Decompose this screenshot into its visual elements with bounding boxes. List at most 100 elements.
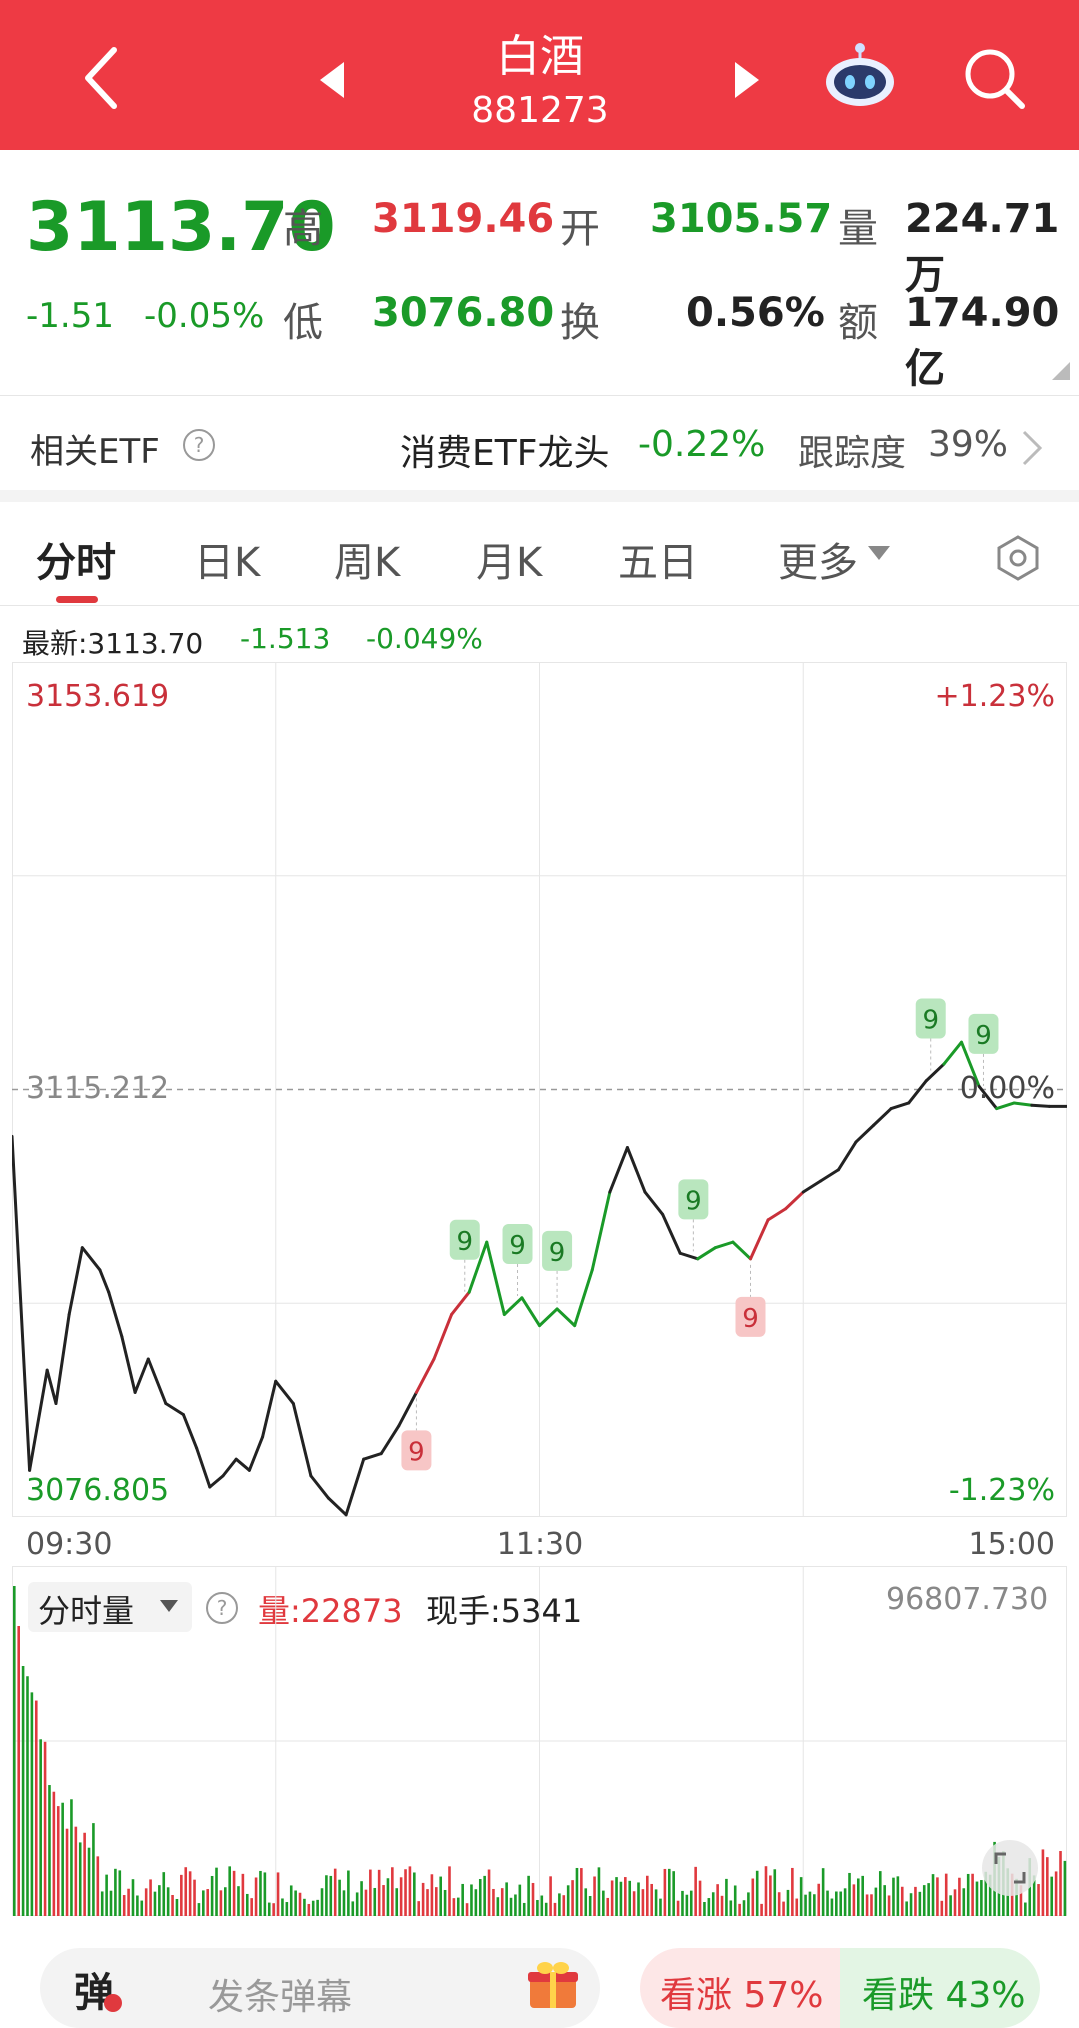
back-arrow-icon[interactable] (78, 42, 128, 112)
price-line-segment (731, 1240, 752, 1261)
volume-bar (988, 1874, 992, 1916)
volume-bar (316, 1899, 319, 1916)
expand-corner-icon[interactable] (1052, 362, 1070, 380)
tab-daily-k[interactable]: 日K (194, 540, 261, 586)
volume-bar (245, 1893, 249, 1916)
volume-bar (733, 1885, 737, 1916)
volume-bar (1041, 1849, 1045, 1916)
y-mid-label: 3115.212 (26, 1071, 169, 1106)
volume-bar (470, 1884, 473, 1916)
volume-bar (769, 1875, 772, 1916)
volume-bar (48, 1785, 51, 1916)
volume-bar (1037, 1884, 1040, 1916)
volume-bar (553, 1902, 557, 1916)
tab-five-day[interactable]: 五日 (618, 540, 698, 586)
price-line-segment (784, 1190, 805, 1211)
help-icon[interactable]: ? (204, 1590, 240, 1626)
volume-bar (944, 1873, 948, 1916)
search-icon[interactable] (962, 46, 1028, 112)
volume-bar (641, 1889, 645, 1916)
volume-bar (56, 1806, 60, 1916)
volume-bar (105, 1874, 108, 1916)
tab-intraday[interactable]: 分时 (36, 540, 116, 586)
volume-bar (355, 1892, 359, 1916)
volume-bar (624, 1877, 627, 1916)
price-line-segment (54, 1312, 71, 1406)
fullscreen-icon[interactable] (980, 1838, 1040, 1898)
settings-hexagon-icon[interactable] (994, 534, 1042, 582)
turnover-label: 换 (560, 300, 600, 346)
price-line-segment (120, 1335, 137, 1394)
volume-bar (540, 1895, 544, 1916)
price-line-segment (678, 1251, 700, 1261)
volume-bar (452, 1898, 456, 1916)
volume-bar (70, 1799, 73, 1916)
price-line-segment (696, 1246, 717, 1261)
price-line-segment (801, 1179, 823, 1194)
volume-bar (162, 1872, 166, 1916)
bearish-vote-label[interactable]: 看跌 43% (862, 1975, 1026, 2016)
robot-assistant-icon[interactable] (820, 40, 900, 110)
tab-more[interactable]: 更多 (778, 540, 858, 586)
caret-down-icon[interactable] (160, 1600, 178, 1614)
volume-bar (742, 1900, 746, 1916)
volume-bar (852, 1884, 856, 1916)
volume-bar (228, 1866, 231, 1916)
price-line-segment (181, 1413, 199, 1450)
volume-bar (122, 1895, 126, 1916)
tab-monthly-k[interactable]: 月K (476, 540, 543, 586)
volume-bar (166, 1887, 170, 1916)
volume-bar (1046, 1857, 1049, 1916)
volume-bar (404, 1869, 407, 1916)
caret-down-icon[interactable] (868, 546, 890, 562)
volume-bar (500, 1888, 504, 1916)
volume-bar (92, 1823, 95, 1916)
danmu-placeholder[interactable]: 发条弹幕 (208, 1977, 353, 2018)
volume-bars (13, 1586, 1067, 1916)
etf-change-pct: -0.22% (638, 424, 766, 465)
volume-bar (307, 1903, 311, 1916)
volume-bar (980, 1880, 983, 1916)
volume-bar (892, 1877, 895, 1916)
volume-bar (342, 1890, 346, 1916)
price-line-segment (608, 1146, 629, 1194)
volume-bar (566, 1885, 570, 1916)
gift-icon[interactable] (526, 1958, 580, 2010)
volume-bar (118, 1870, 122, 1916)
sell-signal-marker: 9 (401, 1398, 432, 1471)
volume-bar (83, 1832, 86, 1916)
volume-bar (575, 1867, 579, 1916)
tab-weekly-k[interactable]: 周K (334, 540, 401, 586)
price-line-segment (12, 1134, 32, 1472)
price-line-segment (234, 1457, 251, 1472)
volume-bar (478, 1879, 482, 1916)
volume-bar (536, 1900, 539, 1916)
price-change-pct: -0.05% (144, 296, 265, 336)
help-icon[interactable]: ? (182, 428, 216, 462)
bullish-vote-label[interactable]: 看涨 57% (660, 1975, 824, 2016)
volume-bar (382, 1885, 385, 1916)
price-line-segment (485, 1240, 506, 1316)
chevron-right-icon[interactable] (1020, 428, 1044, 468)
buy-signal-marker: 9 (968, 1013, 999, 1086)
volume-bar (922, 1885, 926, 1916)
volume-bar (716, 1884, 719, 1916)
volume-bar (593, 1876, 596, 1916)
price-line-segment (344, 1457, 366, 1517)
latest-change-pct: -0.049% (366, 622, 483, 655)
volume-bar (580, 1868, 583, 1916)
volume-bar (909, 1893, 913, 1916)
volume-bar (584, 1888, 588, 1916)
volume-bar (237, 1886, 240, 1916)
y-mid-pct-label: 0.00% (960, 1071, 1055, 1106)
volume-label: 量 (838, 206, 878, 252)
etf-name[interactable]: 消费ETF龙头 (400, 433, 610, 474)
volume-selector[interactable] (28, 1582, 192, 1632)
prev-stock-icon[interactable] (320, 62, 344, 98)
next-stock-icon[interactable] (735, 62, 759, 98)
open-label: 开 (560, 206, 600, 252)
volume-bar (281, 1898, 284, 1916)
volume-bar (799, 1877, 803, 1916)
volume-bar (1032, 1875, 1036, 1916)
